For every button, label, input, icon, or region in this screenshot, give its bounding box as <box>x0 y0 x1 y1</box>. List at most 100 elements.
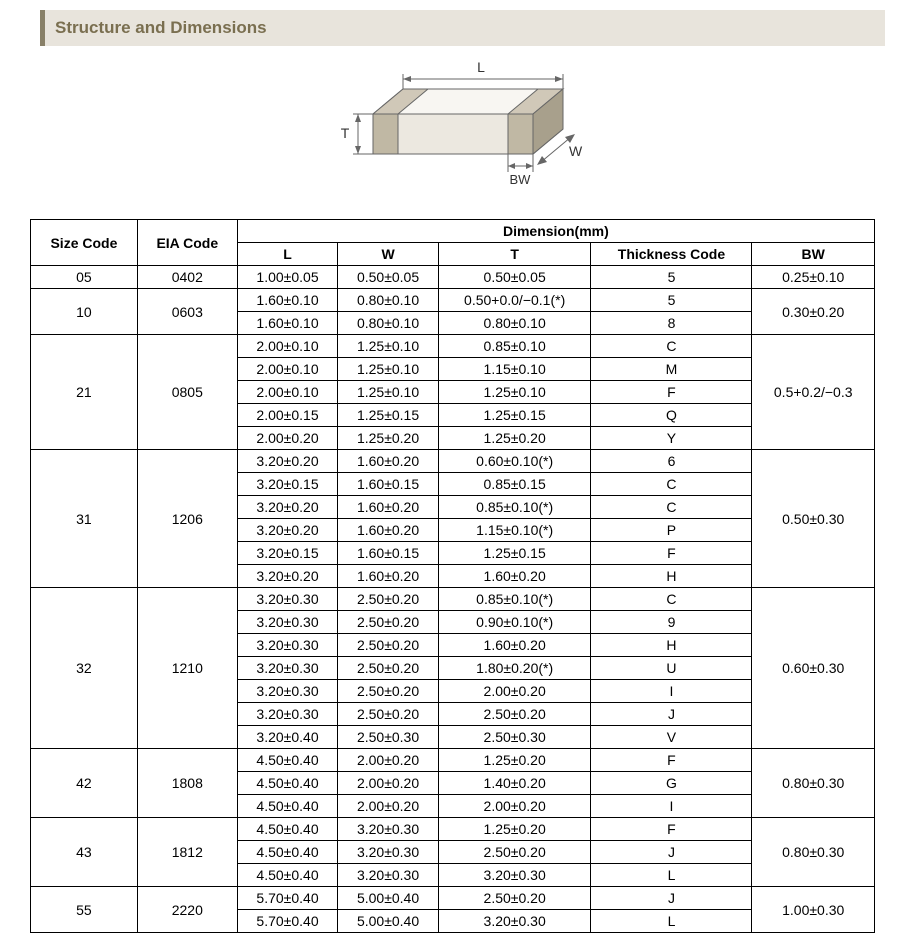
cell-size-code: 43 <box>31 818 138 887</box>
header-l: L <box>237 243 338 266</box>
cell-t: 1.60±0.20 <box>438 634 591 657</box>
cell-w: 1.25±0.10 <box>338 335 439 358</box>
chip-diagram: L T W BW <box>323 54 583 204</box>
cell-tc: 5 <box>591 289 752 312</box>
table-row: 4318124.50±0.403.20±0.301.25±0.20F0.80±0… <box>31 818 875 841</box>
cell-t: 1.25±0.20 <box>438 427 591 450</box>
cell-w: 1.25±0.20 <box>338 427 439 450</box>
cell-tc: 5 <box>591 266 752 289</box>
cell-t: 0.80±0.10 <box>438 312 591 335</box>
cell-l: 3.20±0.30 <box>237 680 338 703</box>
label-w: W <box>569 143 583 159</box>
cell-t: 1.40±0.20 <box>438 772 591 795</box>
cell-w: 1.25±0.10 <box>338 381 439 404</box>
cell-l: 3.20±0.30 <box>237 657 338 680</box>
cell-w: 1.25±0.15 <box>338 404 439 427</box>
cell-t: 2.50±0.20 <box>438 841 591 864</box>
cell-w: 3.20±0.30 <box>338 818 439 841</box>
cell-tc: Q <box>591 404 752 427</box>
header-size-code: Size Code <box>31 220 138 266</box>
cell-w: 1.60±0.15 <box>338 473 439 496</box>
cell-t: 1.80±0.20(*) <box>438 657 591 680</box>
cell-t: 1.25±0.15 <box>438 404 591 427</box>
cell-tc: G <box>591 772 752 795</box>
left-band-front <box>373 114 398 154</box>
cell-t: 1.15±0.10 <box>438 358 591 381</box>
cell-size-code: 55 <box>31 887 138 933</box>
header-thickness-code: Thickness Code <box>591 243 752 266</box>
header-row-1: Size Code EIA Code Dimension(mm) <box>31 220 875 243</box>
cell-w: 2.50±0.20 <box>338 611 439 634</box>
cell-w: 2.50±0.20 <box>338 657 439 680</box>
cell-tc: Y <box>591 427 752 450</box>
cell-t: 1.25±0.10 <box>438 381 591 404</box>
cell-eia-code: 1812 <box>137 818 237 887</box>
cell-eia-code: 2220 <box>137 887 237 933</box>
cell-tc: 8 <box>591 312 752 335</box>
cell-size-code: 21 <box>31 335 138 450</box>
table-row: 0504021.00±0.050.50±0.050.50±0.0550.25±0… <box>31 266 875 289</box>
cell-tc: F <box>591 381 752 404</box>
cell-w: 1.60±0.20 <box>338 496 439 519</box>
cell-t: 1.15±0.10(*) <box>438 519 591 542</box>
cell-t: 2.00±0.20 <box>438 795 591 818</box>
cell-bw: 0.60±0.30 <box>752 588 875 749</box>
cell-l: 2.00±0.15 <box>237 404 338 427</box>
cell-l: 3.20±0.20 <box>237 519 338 542</box>
cell-tc: H <box>591 634 752 657</box>
section-title: Structure and Dimensions <box>40 10 885 46</box>
cell-t: 0.60±0.10(*) <box>438 450 591 473</box>
cell-size-code: 31 <box>31 450 138 588</box>
cell-w: 5.00±0.40 <box>338 910 439 933</box>
cell-l: 2.00±0.10 <box>237 358 338 381</box>
cell-w: 0.50±0.05 <box>338 266 439 289</box>
cell-eia-code: 1808 <box>137 749 237 818</box>
cell-l: 1.60±0.10 <box>237 289 338 312</box>
cell-t: 2.50±0.20 <box>438 887 591 910</box>
cell-tc: J <box>591 887 752 910</box>
cell-t: 2.50±0.30 <box>438 726 591 749</box>
label-bw: BW <box>509 172 531 187</box>
cell-w: 2.50±0.20 <box>338 634 439 657</box>
cell-bw: 0.5+0.2/−0.3 <box>752 335 875 450</box>
cell-eia-code: 0805 <box>137 335 237 450</box>
table-row: 1006031.60±0.100.80±0.100.50+0.0/−0.1(*)… <box>31 289 875 312</box>
cell-t: 0.90±0.10(*) <box>438 611 591 634</box>
cell-l: 4.50±0.40 <box>237 749 338 772</box>
header-t: T <box>438 243 591 266</box>
cell-size-code: 05 <box>31 266 138 289</box>
cell-t: 0.50±0.05 <box>438 266 591 289</box>
cell-l: 3.20±0.30 <box>237 588 338 611</box>
dimensions-table: Size Code EIA Code Dimension(mm) L W T T… <box>30 219 875 933</box>
cell-l: 3.20±0.30 <box>237 703 338 726</box>
header-dimension: Dimension(mm) <box>237 220 874 243</box>
cell-eia-code: 0603 <box>137 289 237 335</box>
cell-t: 3.20±0.30 <box>438 910 591 933</box>
cell-l: 2.00±0.10 <box>237 335 338 358</box>
cell-tc: U <box>591 657 752 680</box>
cell-l: 3.20±0.15 <box>237 542 338 565</box>
cell-t: 0.85±0.10(*) <box>438 588 591 611</box>
cell-l: 3.20±0.40 <box>237 726 338 749</box>
cell-size-code: 42 <box>31 749 138 818</box>
cell-tc: C <box>591 496 752 519</box>
table-row: 4218084.50±0.402.00±0.201.25±0.20F0.80±0… <box>31 749 875 772</box>
header-w: W <box>338 243 439 266</box>
cell-t: 1.60±0.20 <box>438 565 591 588</box>
cell-l: 3.20±0.30 <box>237 611 338 634</box>
cell-w: 1.60±0.20 <box>338 450 439 473</box>
cell-w: 2.00±0.20 <box>338 749 439 772</box>
cell-l: 4.50±0.40 <box>237 772 338 795</box>
cell-w: 0.80±0.10 <box>338 289 439 312</box>
cell-bw: 1.00±0.30 <box>752 887 875 933</box>
cell-t: 2.50±0.20 <box>438 703 591 726</box>
cell-w: 5.00±0.40 <box>338 887 439 910</box>
cell-w: 3.20±0.30 <box>338 864 439 887</box>
cell-tc: L <box>591 910 752 933</box>
cell-size-code: 10 <box>31 289 138 335</box>
cell-t: 0.85±0.15 <box>438 473 591 496</box>
cell-t: 1.25±0.20 <box>438 818 591 841</box>
cell-l: 4.50±0.40 <box>237 795 338 818</box>
cell-tc: 6 <box>591 450 752 473</box>
header-bw: BW <box>752 243 875 266</box>
